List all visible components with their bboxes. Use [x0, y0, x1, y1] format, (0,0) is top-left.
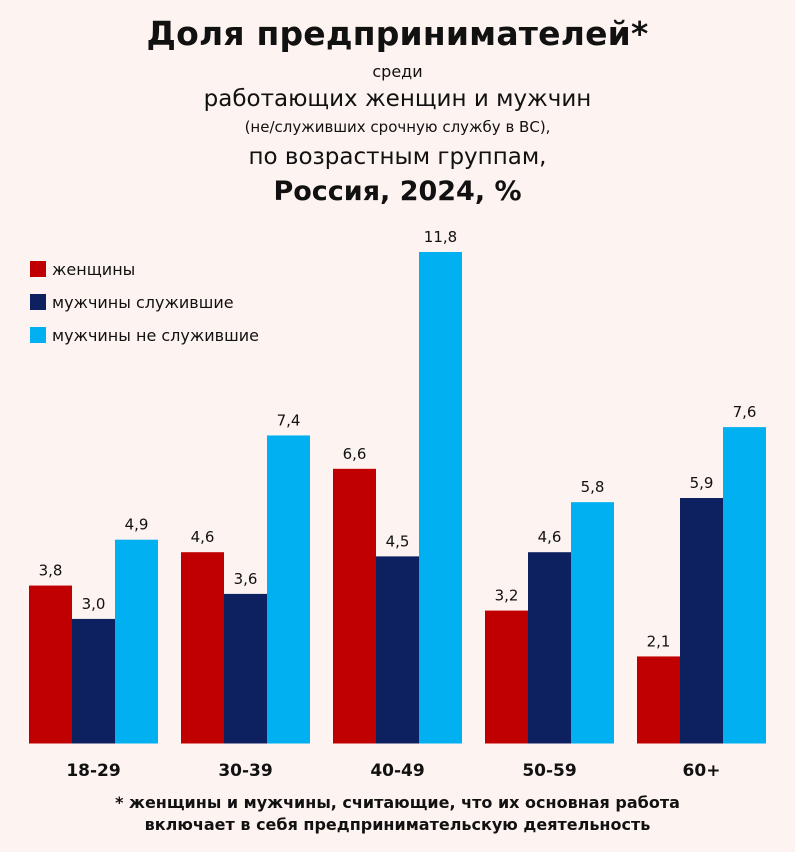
chart-subtitle-line-4: по возрастным группам, — [248, 144, 547, 170]
data-label-60+-series-2: 7,6 — [733, 403, 757, 421]
data-label-50-59-series-1: 4,6 — [538, 528, 562, 546]
data-label-50-59-series-2: 5,8 — [581, 478, 605, 496]
bar-60+-series-2 — [723, 427, 766, 744]
legend-item-men-not-served: мужчины не служившие — [30, 324, 259, 346]
x-tick-label-30-39: 30-39 — [218, 761, 272, 781]
legend-label-men-served: мужчины служившие — [52, 292, 234, 312]
legend-label-men-not-served: мужчины не служившие — [52, 325, 259, 345]
data-label-60+-series-0: 2,1 — [647, 632, 671, 650]
footnote: * женщины и мужчины, считающие, что их о… — [0, 792, 795, 836]
data-label-60+-series-1: 5,9 — [690, 474, 714, 492]
legend: женщины мужчины служившие мужчины не слу… — [30, 258, 259, 357]
bar-30-39-series-1 — [224, 593, 267, 744]
data-label-40-49-series-2: 11,8 — [424, 228, 457, 246]
data-label-18-29-series-1: 3,0 — [82, 595, 106, 613]
bar-30-39-series-2 — [267, 435, 310, 744]
chart-title: Доля предпринимателей* — [146, 14, 649, 53]
legend-swatch-men-not-served — [30, 327, 46, 343]
data-label-50-59-series-0: 3,2 — [495, 587, 519, 605]
x-tick-label-18-29: 18-29 — [66, 761, 120, 781]
legend-swatch-women — [30, 261, 46, 277]
chart-subtitle-line-1: среди — [372, 62, 423, 81]
legend-label-women: женщины — [52, 259, 136, 279]
chart-subtitle-line-3: (не/служивших срочную службу в ВС), — [244, 118, 551, 136]
bar-chart: 3,8 3,0 4,9 18-29 4,6 3,6 7,4 30-39 6,6 4,5 11,8 40… — [29, 228, 766, 781]
bar-60+-series-1 — [680, 498, 723, 744]
chart-subtitle-line-5: Россия, 2024, % — [273, 176, 522, 207]
data-label-18-29-series-0: 3,8 — [39, 562, 63, 580]
bar-18-29-series-1 — [72, 618, 115, 744]
x-tick-label-40-49: 40-49 — [370, 761, 424, 781]
bar-30-39-series-0 — [181, 552, 224, 744]
chart-subtitle-line-2: работающих женщин и мужчин — [203, 86, 592, 112]
bar-50-59-series-0 — [485, 610, 528, 744]
data-label-30-39-series-0: 4,6 — [191, 528, 215, 546]
footnote-line-1: * женщины и мужчины, считающие, что их о… — [115, 793, 680, 812]
data-label-18-29-series-2: 4,9 — [125, 516, 149, 534]
legend-item-women: женщины — [30, 258, 259, 280]
bar-40-49-series-0 — [333, 468, 376, 744]
bar-40-49-series-1 — [376, 556, 419, 744]
bar-18-29-series-0 — [29, 585, 72, 744]
bar-40-49-series-2 — [419, 252, 462, 744]
legend-swatch-men-served — [30, 294, 46, 310]
x-tick-label-60+: 60+ — [683, 761, 721, 781]
bar-50-59-series-2 — [571, 502, 614, 744]
data-label-30-39-series-2: 7,4 — [277, 411, 301, 429]
bar-50-59-series-1 — [528, 552, 571, 744]
bar-60+-series-0 — [637, 656, 680, 744]
legend-item-men-served: мужчины служившие — [30, 291, 259, 313]
x-tick-label-50-59: 50-59 — [522, 761, 576, 781]
bar-18-29-series-2 — [115, 539, 158, 744]
footnote-line-2: включает в себя предпринимательскую деят… — [144, 815, 651, 834]
data-label-40-49-series-1: 4,5 — [386, 532, 410, 550]
data-label-40-49-series-0: 6,6 — [343, 445, 367, 463]
data-label-30-39-series-1: 3,6 — [234, 570, 258, 588]
